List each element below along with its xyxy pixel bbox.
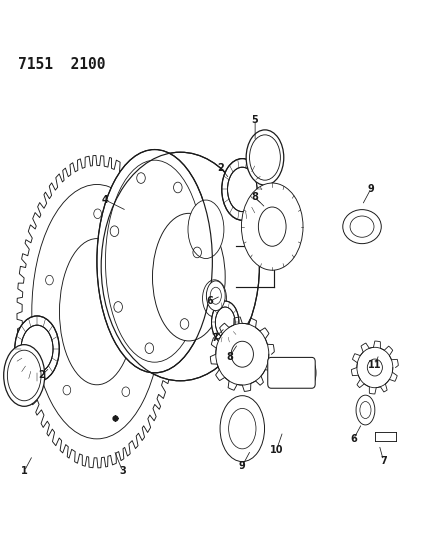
- Text: 3: 3: [119, 466, 126, 476]
- Ellipse shape: [60, 239, 134, 385]
- Ellipse shape: [97, 150, 212, 373]
- Text: 8: 8: [252, 192, 259, 203]
- Ellipse shape: [367, 359, 382, 376]
- Text: 7151  2100: 7151 2100: [18, 56, 105, 71]
- Ellipse shape: [222, 159, 263, 220]
- Ellipse shape: [215, 307, 235, 337]
- Ellipse shape: [152, 213, 225, 341]
- Ellipse shape: [211, 301, 239, 344]
- Ellipse shape: [188, 200, 224, 259]
- Ellipse shape: [220, 395, 265, 462]
- Ellipse shape: [250, 135, 281, 180]
- Ellipse shape: [350, 216, 374, 237]
- Ellipse shape: [210, 287, 221, 304]
- Ellipse shape: [206, 281, 225, 311]
- Ellipse shape: [242, 183, 303, 270]
- Text: 7: 7: [380, 456, 387, 465]
- Text: 9: 9: [367, 184, 374, 195]
- Text: 6: 6: [207, 296, 214, 306]
- Text: 1: 1: [21, 466, 27, 476]
- Ellipse shape: [4, 345, 45, 406]
- Ellipse shape: [308, 362, 316, 384]
- Text: 9: 9: [239, 461, 246, 471]
- Text: 5: 5: [252, 115, 259, 125]
- Text: 2: 2: [218, 163, 224, 173]
- Text: 10: 10: [270, 445, 283, 455]
- Ellipse shape: [101, 152, 260, 381]
- Ellipse shape: [216, 324, 269, 385]
- Text: 2: 2: [38, 370, 45, 381]
- Ellipse shape: [357, 348, 393, 387]
- Ellipse shape: [231, 341, 254, 367]
- Ellipse shape: [32, 184, 162, 439]
- Ellipse shape: [246, 130, 284, 185]
- Ellipse shape: [360, 401, 371, 418]
- Ellipse shape: [227, 167, 257, 212]
- Text: 4: 4: [102, 195, 109, 205]
- Ellipse shape: [21, 325, 53, 373]
- Text: 6: 6: [350, 434, 357, 445]
- Ellipse shape: [7, 350, 41, 401]
- FancyBboxPatch shape: [268, 358, 315, 388]
- Ellipse shape: [202, 280, 227, 317]
- Ellipse shape: [258, 207, 286, 246]
- Text: 11: 11: [368, 360, 382, 370]
- Ellipse shape: [229, 408, 256, 449]
- Text: 8: 8: [226, 352, 233, 362]
- Ellipse shape: [356, 395, 375, 425]
- Ellipse shape: [343, 209, 381, 244]
- Ellipse shape: [15, 316, 59, 382]
- Text: 7: 7: [211, 333, 218, 343]
